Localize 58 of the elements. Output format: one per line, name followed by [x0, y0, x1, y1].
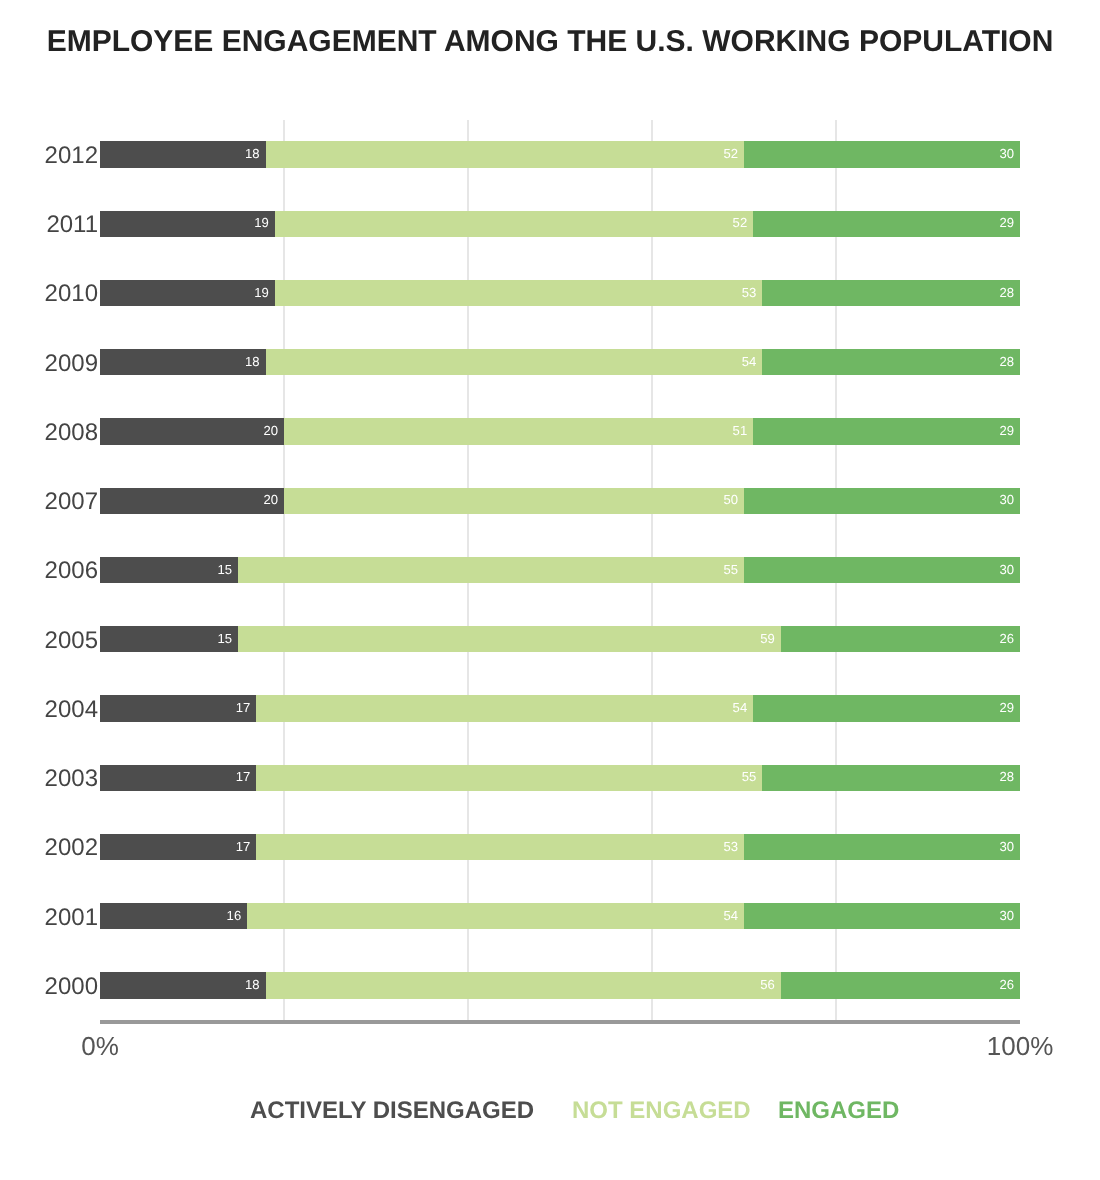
bar [100, 972, 266, 999]
y-tick-label: 2001 [44, 902, 99, 931]
y-tick-label: 2008 [44, 417, 99, 446]
bar [247, 903, 744, 930]
bar [100, 418, 284, 445]
bar [744, 487, 1020, 514]
bar [780, 626, 1020, 653]
chart-title: EMPLOYEE ENGAGEMENT AMONG THE U.S. WORKING POPULATION [46, 24, 1054, 59]
bar [100, 764, 257, 791]
y-tick-label: 2002 [44, 833, 99, 862]
bar [284, 487, 744, 514]
bar [265, 349, 763, 376]
y-tick-label: 2006 [44, 556, 99, 585]
bar [762, 349, 1020, 376]
text: ACTIVELY DISENGAGED [250, 1096, 535, 1124]
bar [753, 210, 1020, 237]
y-tick-label: 2003 [44, 764, 99, 793]
y-tick-label: 2005 [44, 625, 99, 654]
y-tick-label: 2000 [44, 971, 99, 1000]
bar [265, 141, 744, 168]
bar [265, 972, 781, 999]
bar [780, 972, 1020, 999]
bar [100, 833, 257, 861]
bar [100, 695, 257, 722]
bar [100, 279, 275, 307]
bar [753, 695, 1020, 722]
bar [256, 833, 744, 861]
bar [238, 626, 781, 653]
bar [744, 833, 1020, 861]
y-tick-label: 2012 [44, 141, 99, 170]
bar [284, 418, 754, 445]
x-tick-label: 100% [986, 1030, 1055, 1061]
text: NOT ENGAGED [572, 1096, 752, 1124]
bar [274, 210, 754, 237]
bar [744, 141, 1020, 168]
bar [100, 349, 266, 376]
bar [100, 487, 284, 514]
text: ENGAGED [778, 1096, 901, 1124]
bar [256, 695, 754, 722]
bar [238, 556, 744, 584]
y-tick-label: 2011 [46, 210, 99, 239]
y-tick-label: 2007 [44, 487, 99, 516]
y-tick-label: 2009 [44, 348, 99, 377]
bar [762, 279, 1020, 307]
bar [100, 210, 275, 237]
bar [100, 903, 248, 930]
bar [744, 903, 1020, 930]
x-tick-label: 0% [81, 1030, 120, 1061]
bar [100, 556, 238, 584]
y-tick-label: 2010 [44, 279, 99, 308]
bar [100, 626, 238, 653]
y-tick-label: 2004 [44, 694, 99, 723]
bar [753, 418, 1020, 445]
bar [100, 141, 266, 168]
bar [274, 279, 763, 307]
bar [256, 764, 763, 791]
bar [744, 556, 1020, 584]
bar [762, 764, 1020, 791]
